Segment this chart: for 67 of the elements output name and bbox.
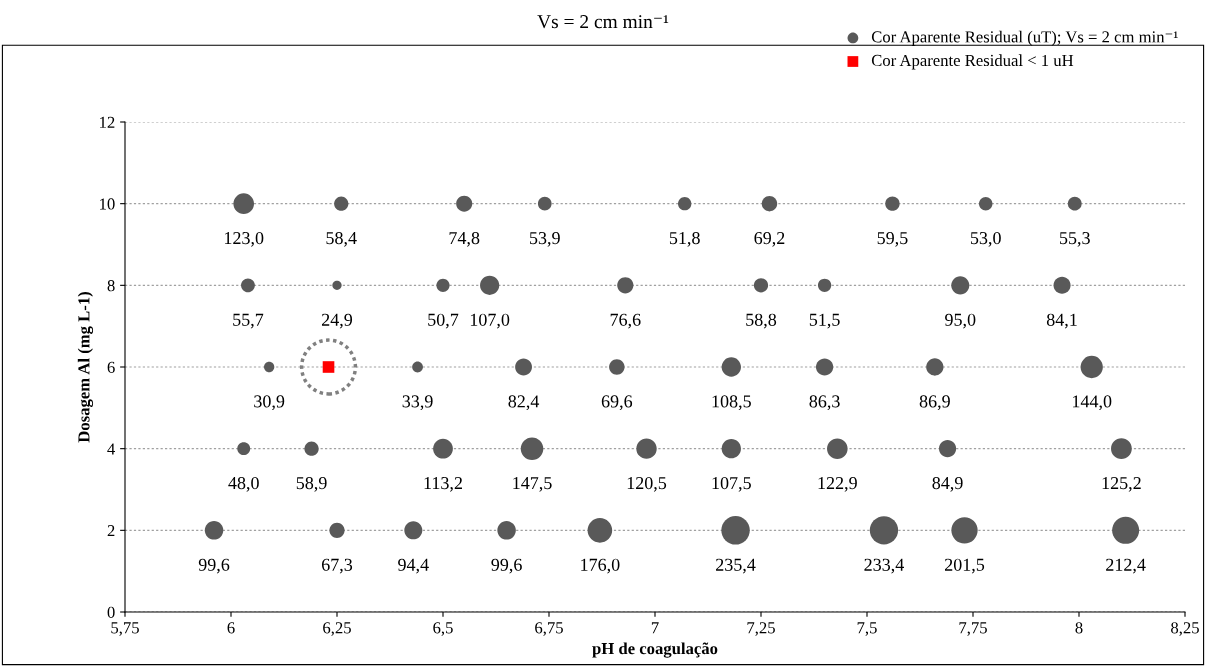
legend-label: Cor Aparente Residual (uT); Vs = 2 cm min⁻¹ (871, 30, 1178, 46)
y-tick-label: 2 (107, 525, 115, 537)
annotation: 30,9 (254, 395, 285, 411)
y-tick-label: 6 (107, 361, 115, 373)
x-tick-label: 6 (227, 622, 235, 634)
annotation: 94,4 (398, 558, 429, 574)
x-tick-label: 6,25 (323, 622, 351, 636)
y-tick-label: 10 (100, 198, 115, 210)
y-tick-label: 4 (107, 443, 116, 455)
annotation: 86,3 (809, 395, 840, 411)
annotation: 235,4 (716, 558, 756, 574)
annotation: 76,6 (610, 313, 641, 329)
annotation: 108,5 (712, 395, 751, 411)
x-tick-label: 6,5 (433, 622, 453, 636)
annotation: 176,0 (581, 558, 620, 574)
annotation: 74,8 (449, 231, 480, 247)
annotation: 53,0 (970, 231, 1001, 247)
x-tick-label: 8 (1075, 622, 1083, 634)
annotation: 122,9 (818, 477, 857, 492)
annotation: 147,5 (513, 477, 552, 492)
x-tick-label: 7,5 (857, 622, 877, 636)
y-tick-label: 12 (100, 116, 115, 128)
annotation: 107,0 (470, 313, 510, 329)
annotation: 99,6 (491, 558, 522, 574)
annotation: 58,9 (296, 476, 327, 492)
annotation: 84,1 (1046, 313, 1077, 329)
annotation: 59,5 (877, 232, 908, 247)
annotation: 33,9 (402, 395, 433, 411)
x-tick-label: 7,75 (959, 622, 987, 636)
annotation: 212,4 (1106, 558, 1146, 574)
y-tick-label: 8 (107, 280, 115, 292)
chart-title: Vs = 2 cm min⁻¹ (537, 15, 669, 29)
annotation: 55,7 (233, 313, 264, 329)
legend-label: Cor Aparente Residual < 1 uH (871, 54, 1074, 70)
annotation: 125,2 (1102, 477, 1141, 492)
annotation: 82,4 (508, 395, 540, 411)
annotation: 107,5 (712, 476, 751, 492)
annotation: 144,0 (1073, 395, 1112, 411)
annotation: 51,5 (809, 313, 840, 329)
x-tick-label: 7,25 (747, 622, 775, 636)
x-tick-label: 5,75 (111, 622, 139, 636)
annotation: 67,3 (321, 558, 353, 574)
x-tick-label: 8,25 (1171, 622, 1199, 636)
annotation: 86,9 (919, 395, 950, 411)
y-tick-label: 0 (107, 606, 115, 618)
y-axis-title: Dosagem Al (mg L-1) (77, 292, 94, 443)
annotation: 113,2 (424, 477, 462, 492)
annotation: 201,5 (945, 558, 985, 574)
annotation: 123,0 (225, 231, 264, 247)
annotation: 58,8 (746, 313, 777, 329)
annotation: 51,8 (669, 231, 700, 247)
annotation: 99,6 (198, 558, 230, 574)
annotation: 48,0 (228, 476, 259, 492)
annotation: 53,9 (530, 232, 560, 247)
annotation: 95,0 (945, 313, 976, 329)
annotation: 55,3 (1060, 232, 1090, 247)
x-axis-title: pH de coagulação (592, 642, 718, 658)
annotation: 84,9 (932, 476, 963, 492)
annotation: 233,4 (864, 558, 904, 574)
annotation: 58,4 (326, 231, 357, 247)
x-tick-label: 7 (651, 622, 659, 634)
annotation: 69,2 (754, 232, 785, 247)
x-tick-label: 6,75 (535, 622, 563, 636)
annotation: 69,6 (601, 395, 633, 411)
annotation: 24,9 (321, 313, 353, 329)
annotation: 50,7 (428, 313, 459, 329)
annotation: 120,5 (627, 476, 667, 492)
